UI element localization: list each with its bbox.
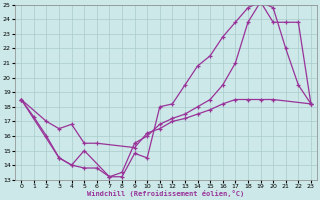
X-axis label: Windchill (Refroidissement éolien,°C): Windchill (Refroidissement éolien,°C) [87,190,245,197]
